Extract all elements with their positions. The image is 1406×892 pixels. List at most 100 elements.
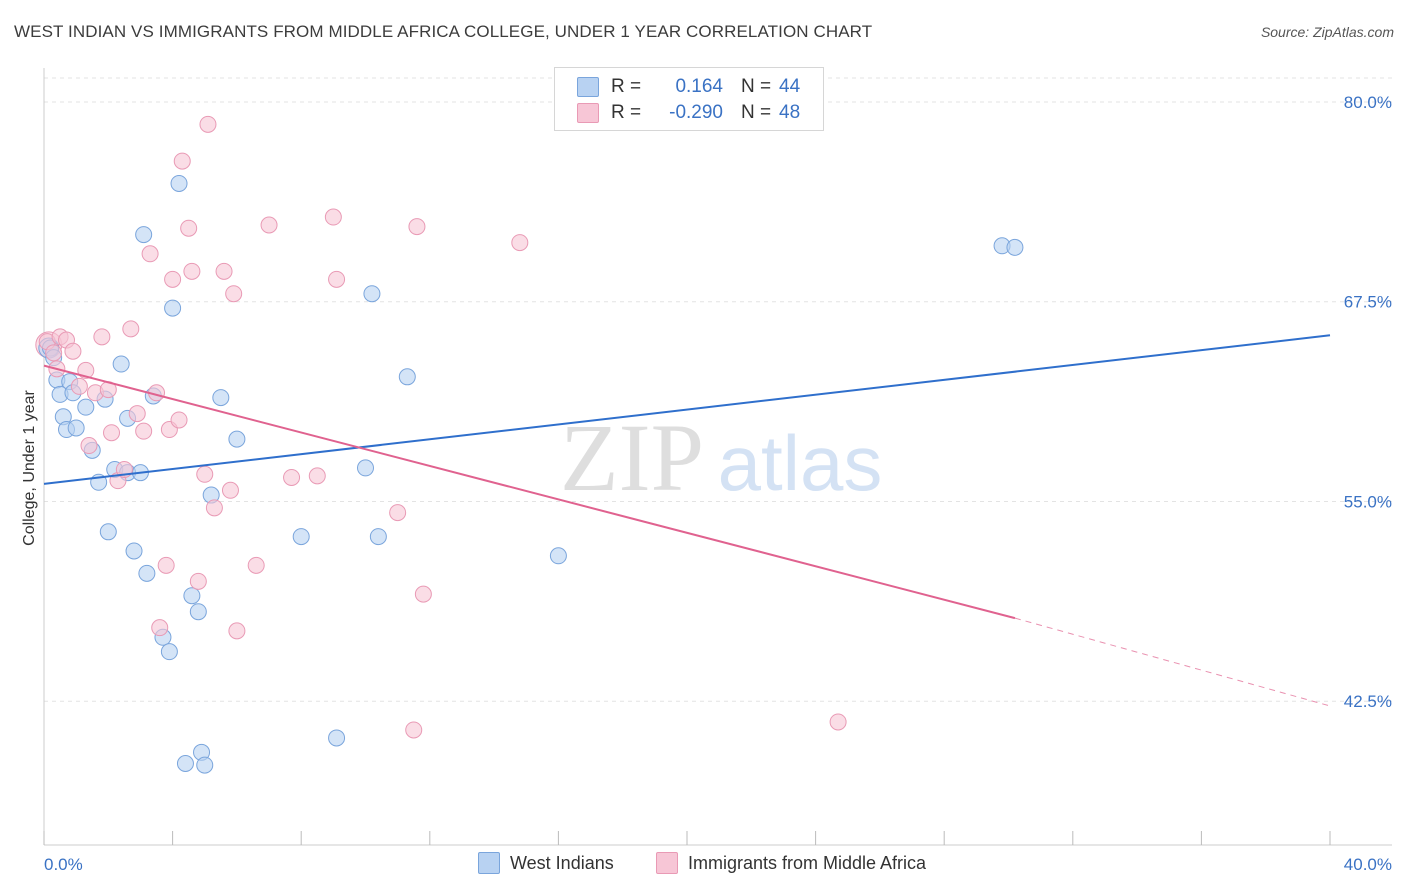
stats-legend-row-middle-africa: R = -0.290 N = 48: [577, 101, 800, 125]
r-label: R =: [611, 76, 642, 97]
x-tick-label: 40.0%: [1344, 855, 1392, 874]
n-value: 48: [779, 102, 801, 123]
r-value: -0.290: [669, 102, 723, 123]
point-middle-africa: [189, 572, 207, 590]
watermark-zip: ZIP: [560, 404, 704, 511]
stats-legend: R = 0.164 N = 44 R = -0.290 N = 48: [554, 67, 824, 131]
y-tick-label: 42.5%: [1344, 692, 1392, 711]
point-west-indians: [228, 430, 246, 448]
trend-line-west-indians: [43, 334, 1331, 485]
point-west-indians: [170, 174, 188, 192]
point-middle-africa: [135, 422, 153, 440]
trend-line-middle-africa-extrapolated: [1014, 617, 1331, 707]
trend-lines: [43, 334, 1331, 707]
point-middle-africa: [221, 481, 239, 499]
point-middle-africa: [122, 320, 140, 338]
point-middle-africa: [205, 499, 223, 517]
point-middle-africa: [324, 208, 342, 226]
axes: [43, 68, 1392, 846]
point-west-indians: [176, 755, 194, 773]
point-west-indians: [189, 603, 207, 621]
point-west-indians: [212, 389, 230, 407]
point-west-indians: [363, 285, 381, 303]
point-middle-africa: [170, 411, 188, 429]
point-middle-africa: [247, 556, 265, 574]
point-west-indians: [77, 398, 95, 416]
point-west-indians: [1006, 238, 1024, 256]
point-middle-africa: [225, 285, 243, 303]
point-middle-africa: [389, 504, 407, 522]
y-tick-label: 55.0%: [1344, 492, 1392, 511]
point-west-indians: [138, 564, 156, 582]
point-west-indians: [160, 643, 178, 661]
n-value: 44: [779, 76, 801, 97]
point-middle-africa: [283, 468, 301, 486]
point-middle-africa: [408, 218, 426, 236]
stats-legend-row-west-indians: R = 0.164 N = 44: [577, 75, 800, 99]
point-west-indians: [292, 528, 310, 546]
point-west-indians: [164, 299, 182, 317]
point-west-indians: [357, 459, 374, 477]
x-tick-label: 0.0%: [44, 855, 83, 874]
point-west-indians: [549, 547, 567, 565]
legend-swatch-blue: [478, 852, 500, 874]
r-value: 0.164: [675, 76, 723, 97]
data-points: [35, 115, 1024, 774]
point-west-indians: [328, 729, 346, 747]
point-west-indians: [125, 542, 143, 560]
point-middle-africa: [260, 216, 278, 234]
n-label: N =: [741, 76, 772, 97]
point-middle-africa: [180, 219, 198, 237]
point-middle-africa: [164, 270, 182, 288]
point-middle-africa: [328, 270, 346, 288]
watermark: ZIP atlas: [560, 404, 882, 511]
y-tick-label: 80.0%: [1344, 93, 1392, 112]
n-label: N =: [741, 102, 772, 123]
point-middle-africa: [308, 467, 326, 485]
point-middle-africa: [199, 115, 217, 133]
chart-title: WEST INDIAN VS IMMIGRANTS FROM MIDDLE AF…: [14, 22, 873, 41]
point-middle-africa: [157, 556, 175, 574]
point-middle-africa: [70, 377, 88, 395]
point-middle-africa: [64, 342, 82, 360]
point-middle-africa: [45, 344, 63, 362]
legend-swatch-pink: [577, 103, 599, 123]
point-middle-africa: [405, 721, 423, 739]
point-west-indians: [99, 523, 117, 541]
point-west-indians: [112, 355, 130, 373]
point-west-indians: [196, 756, 214, 774]
point-middle-africa: [183, 262, 201, 280]
point-west-indians: [398, 368, 416, 386]
point-middle-africa: [141, 245, 159, 263]
point-middle-africa: [80, 437, 98, 455]
source-credit: Source: ZipAtlas.com: [1260, 24, 1394, 40]
point-middle-africa: [151, 619, 169, 637]
point-middle-africa: [829, 713, 847, 731]
point-middle-africa: [511, 234, 529, 252]
trend-line-middle-africa: [43, 364, 1016, 620]
point-middle-africa: [414, 585, 432, 603]
r-label: R =: [611, 102, 642, 123]
point-west-indians: [135, 226, 153, 244]
legend-swatch-blue: [577, 77, 599, 97]
y-tick-label: 67.5%: [1344, 293, 1392, 312]
point-middle-africa: [128, 405, 146, 423]
point-middle-africa: [103, 424, 121, 442]
legend-label: Immigrants from Middle Africa: [688, 852, 927, 873]
point-middle-africa: [215, 262, 233, 280]
legend-label: West Indians: [510, 852, 614, 873]
legend-swatch-pink: [656, 852, 678, 874]
watermark-atlas: atlas: [718, 419, 883, 507]
point-west-indians: [369, 528, 387, 546]
point-middle-africa: [93, 328, 111, 346]
grid-lines: [44, 77, 1392, 702]
point-middle-africa: [196, 465, 214, 483]
point-west-indians: [67, 419, 85, 437]
tick-labels: 42.5% 55.0% 67.5% 80.0% 0.0% 40.0%: [44, 93, 1392, 874]
point-middle-africa: [173, 152, 191, 170]
point-middle-africa: [228, 622, 246, 640]
legend-item-west-indians: West Indians: [478, 852, 614, 874]
point-middle-africa: [77, 361, 95, 379]
point-west-indians: [183, 587, 201, 605]
